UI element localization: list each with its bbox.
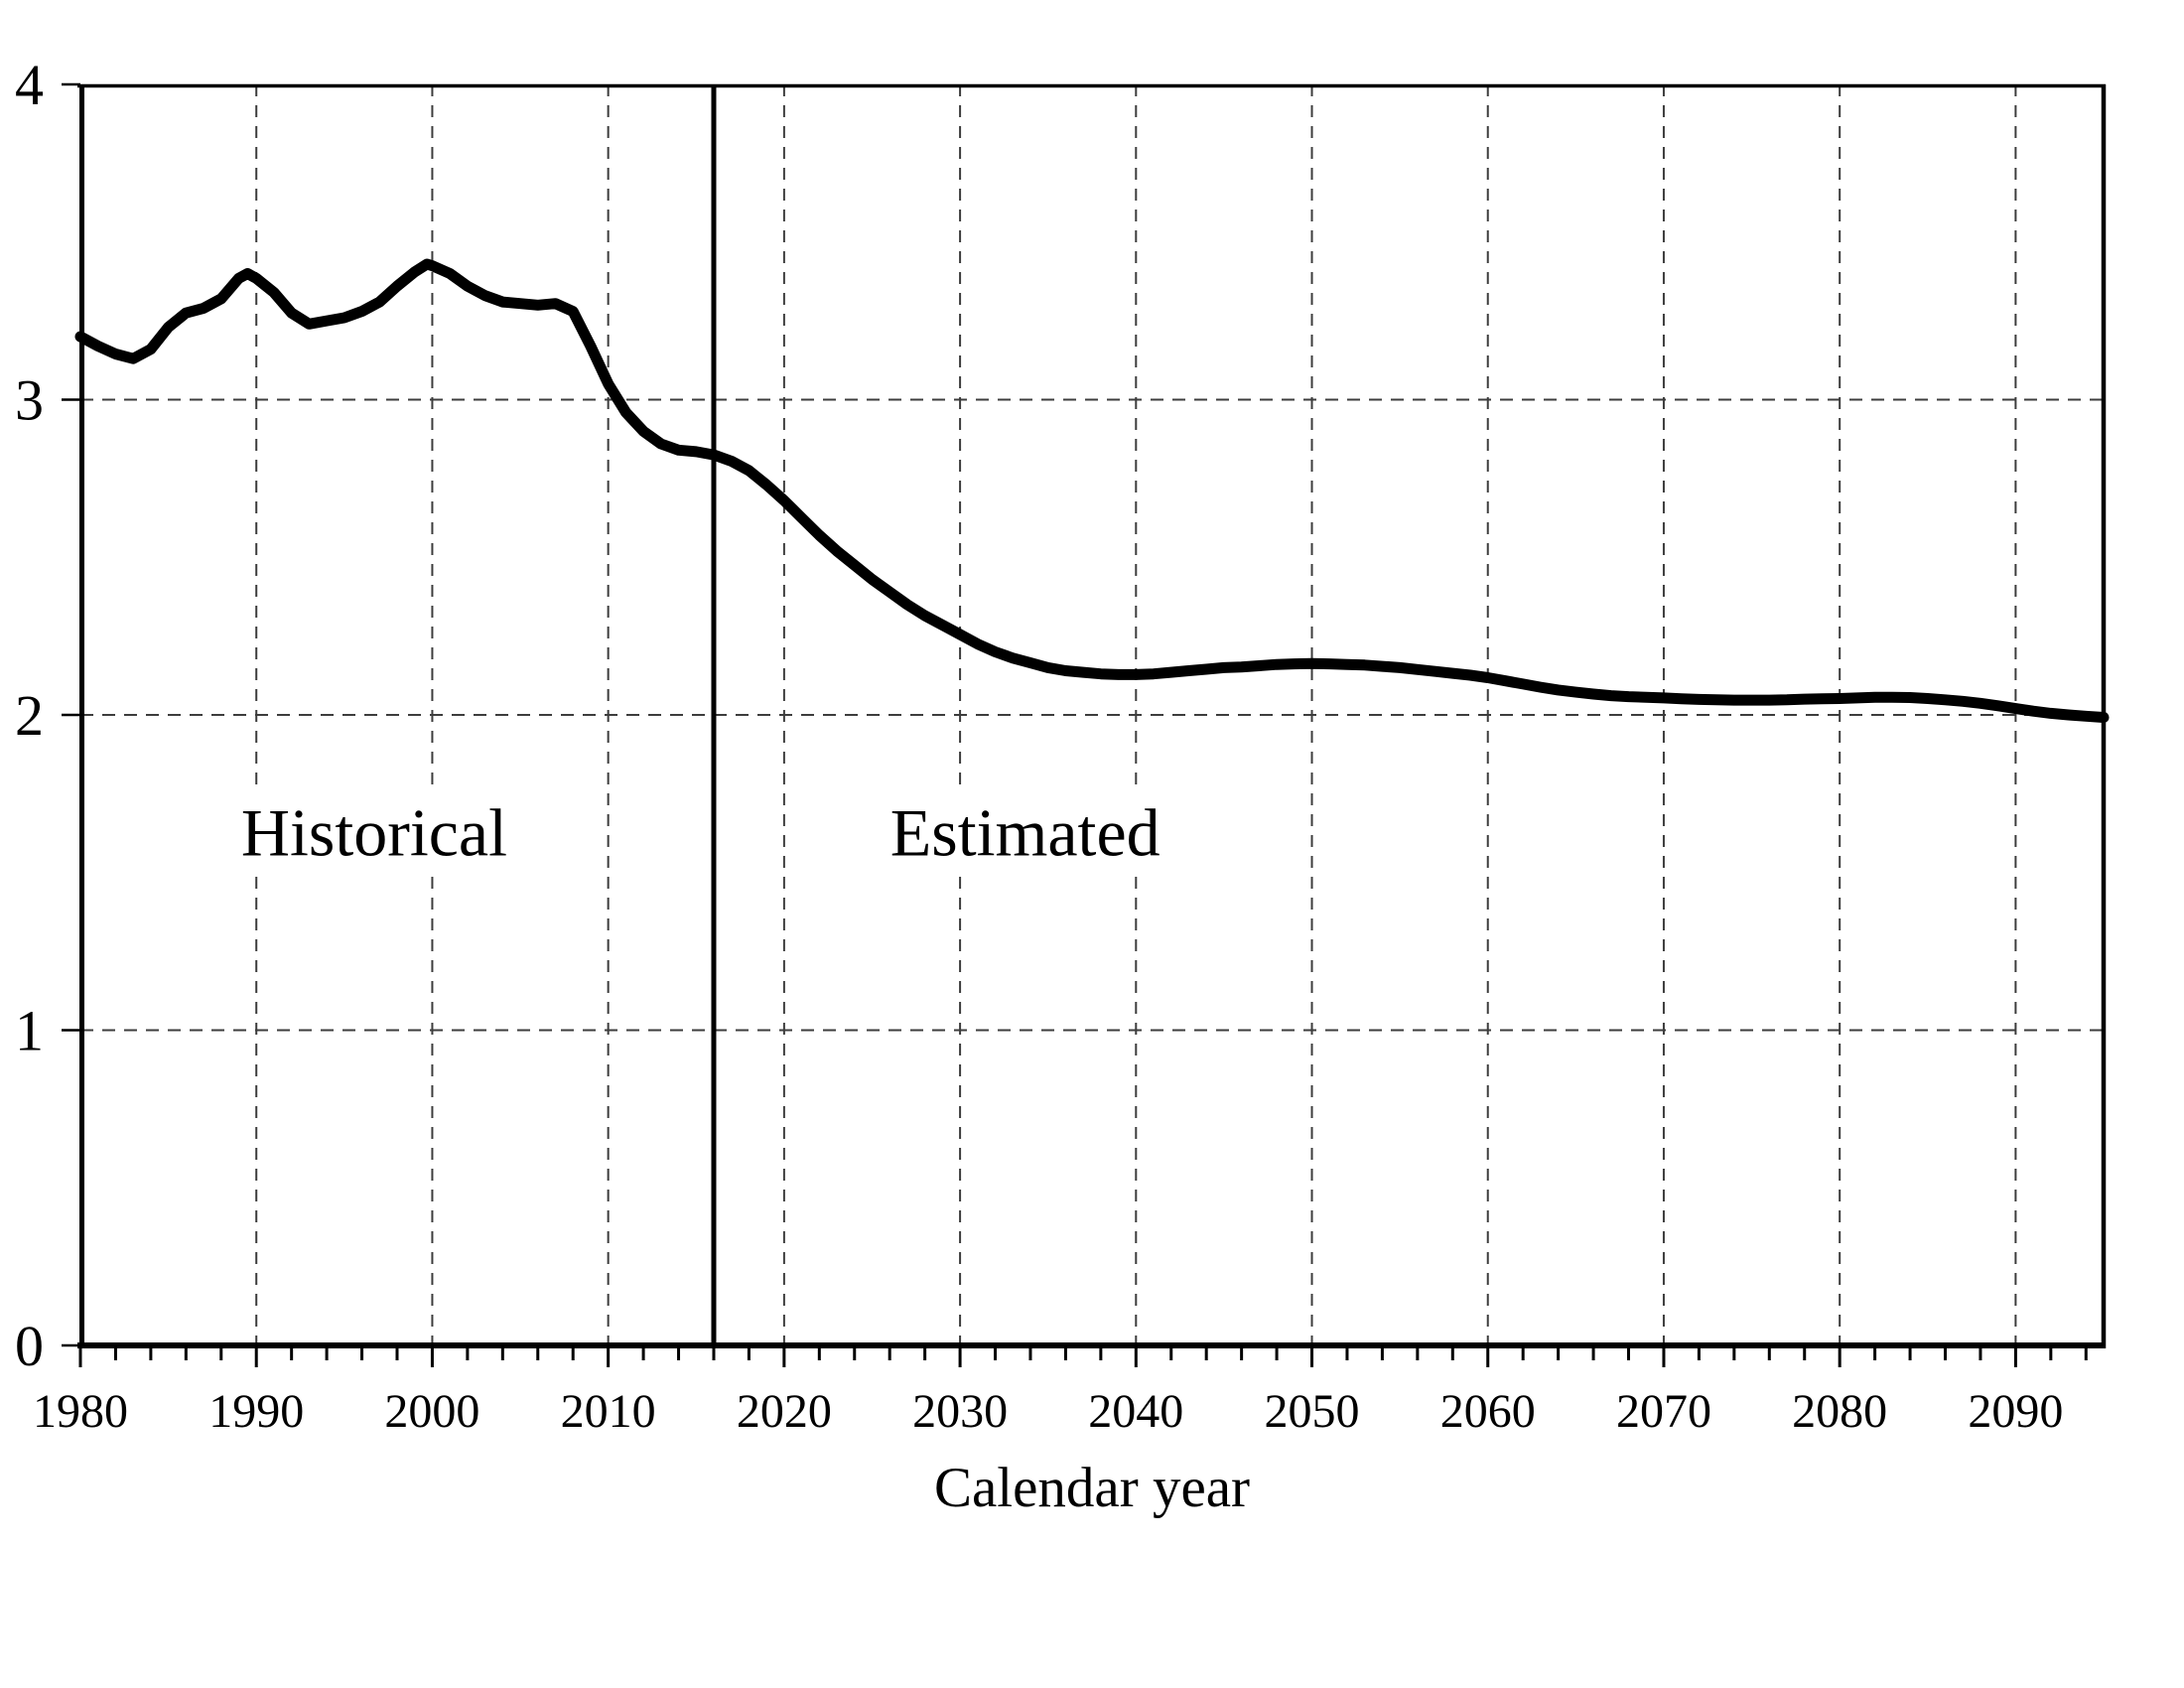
historical-region-label: Historical bbox=[241, 794, 507, 870]
x-tick-label-2070: 2070 bbox=[1616, 1385, 1711, 1438]
x-tick-label-2040: 2040 bbox=[1088, 1385, 1183, 1438]
data-series-curve bbox=[74, 258, 2110, 723]
x-tick-label-2010: 2010 bbox=[561, 1385, 656, 1438]
x-tick-label-2060: 2060 bbox=[1440, 1385, 1536, 1438]
x-tick-label-2090: 2090 bbox=[1968, 1385, 2063, 1438]
x-axis-title: Calendar year bbox=[934, 1457, 1250, 1519]
x-tick-label-1980: 1980 bbox=[33, 1385, 128, 1438]
gridlines bbox=[80, 84, 2104, 1345]
y-tick-label-3: 3 bbox=[15, 368, 44, 433]
x-tick-label-1990: 1990 bbox=[208, 1385, 304, 1438]
x-tick-label-2030: 2030 bbox=[912, 1385, 1008, 1438]
estimated-label-background bbox=[880, 790, 1170, 875]
y-tick-label-0: 0 bbox=[15, 1314, 44, 1378]
x-tick-label-2020: 2020 bbox=[737, 1385, 832, 1438]
y-tick-label-1: 1 bbox=[15, 999, 44, 1063]
x-tick-label-2080: 2080 bbox=[1792, 1385, 1887, 1438]
region-annotations: Historical Estimated bbox=[230, 790, 1170, 875]
x-tick-label-2050: 2050 bbox=[1265, 1385, 1360, 1438]
y-tick-label-4: 4 bbox=[15, 53, 44, 117]
y-tick-label-2: 2 bbox=[15, 683, 44, 748]
axis-ticks bbox=[62, 82, 2088, 1367]
axis-tick-labels: 1980 1990 2000 2010 2020 2030 2040 2050 2060 2070… bbox=[15, 53, 2063, 1438]
x-tick-label-2000: 2000 bbox=[384, 1385, 479, 1438]
estimated-region-label: Estimated bbox=[890, 794, 1160, 870]
plot-frame bbox=[77, 83, 2107, 1348]
historical-label-background bbox=[230, 790, 518, 875]
